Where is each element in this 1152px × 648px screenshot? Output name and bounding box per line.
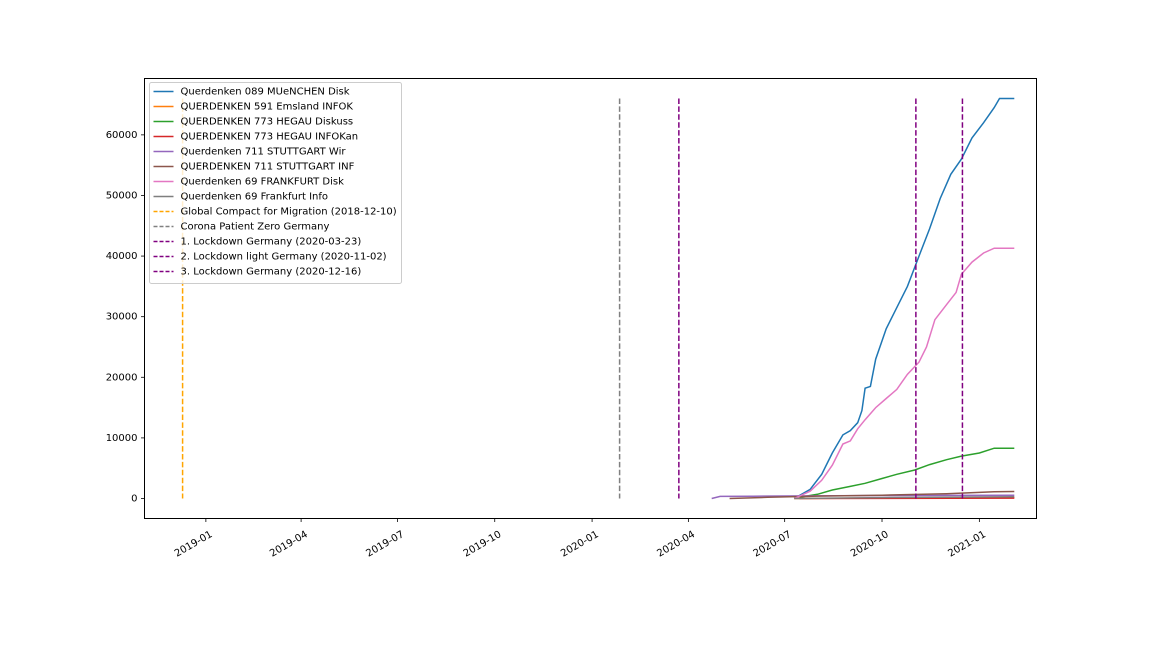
y-tick-label: 40000 (106, 251, 138, 262)
series-line-3 (799, 447, 1015, 499)
legend-box (149, 82, 402, 284)
y-tick-label: 50000 (106, 190, 138, 201)
legend-label: Global Compact for Migration (2018-12-10… (181, 207, 397, 218)
series-line-1 (793, 97, 1015, 500)
legend-label: QUERDENKEN 773 HEGAU Diskuss (181, 117, 354, 128)
legend-label: Querdenken 69 Frankfurt Info (181, 192, 329, 203)
y-tick-label: 0 (131, 494, 137, 505)
legend-label: 3. Lockdown Germany (2020-12-16) (181, 267, 362, 278)
legend-label: QUERDENKEN 591 Emsland INFOK (181, 102, 354, 113)
y-tick-label: 60000 (106, 130, 138, 141)
y-tick-label: 10000 (106, 433, 138, 444)
series-line-5 (711, 494, 1015, 500)
event-lines (181, 98, 964, 499)
y-tick-label: 20000 (106, 372, 138, 383)
series-layer (711, 97, 1015, 500)
legend-label: Corona Patient Zero Germany (181, 222, 330, 233)
legend-label: QUERDENKEN 711 STUTTGART INF (181, 162, 355, 173)
y-tick-label: 30000 (106, 312, 138, 323)
legend-label: Querdenken 69 FRANKFURT Disk (181, 177, 345, 188)
series-line-6 (729, 490, 1015, 500)
legend-label: 1. Lockdown Germany (2020-03-23) (181, 237, 362, 248)
legend-label: QUERDENKEN 773 HEGAU INFOKan (181, 132, 359, 143)
series-line-8 (794, 495, 1015, 500)
legend-label: Querdenken 089 MUeNCHEN Disk (181, 87, 350, 98)
legend-label: 2. Lockdown light Germany (2020-11-02) (181, 252, 387, 263)
legend-label: Querdenken 711 STUTTGART Wir (181, 147, 347, 158)
plot-frame (144, 78, 1037, 519)
legend: Querdenken 089 MUeNCHEN Disk QUERDENKEN 5… (149, 82, 402, 284)
series-line-7 (793, 247, 1015, 500)
y-axis: 0 10000 20000 30000 40000 50000 60000 (106, 130, 145, 505)
